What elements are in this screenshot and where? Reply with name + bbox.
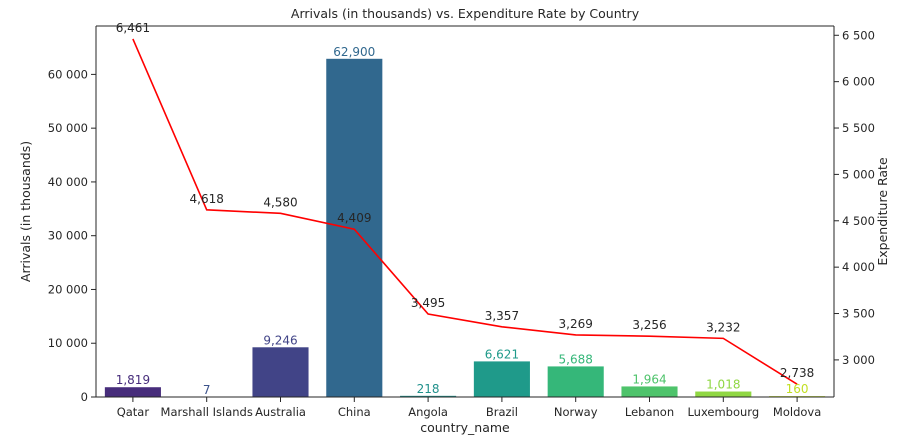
y2-tick-label-4: 5 000: [842, 167, 875, 181]
x-tick-label-5: Brazil: [486, 405, 518, 419]
y2-tick-label-5: 5 500: [842, 121, 875, 135]
y2-tick-label-0: 3 000: [842, 353, 875, 367]
line-label-8: 3,232: [706, 320, 740, 334]
line-label-1: 4,618: [190, 192, 224, 206]
bar-label-4: 218: [417, 382, 440, 396]
bar-label-9: 160: [786, 382, 809, 396]
y2-tick-label-2: 4 000: [842, 260, 875, 274]
y2-tick-label-6: 6 000: [842, 75, 875, 89]
x-tick-label-2: Australia: [255, 405, 306, 419]
line-label-9: 2,738: [780, 366, 814, 380]
bar-8: [695, 391, 752, 397]
y-tick-label-3: 30 000: [48, 229, 88, 243]
bar-label-8: 1,018: [706, 378, 740, 392]
line-layer: [132, 38, 798, 385]
bar-7: [621, 386, 678, 397]
x-tick-label-8: Luxembourg: [687, 405, 759, 419]
bar-2: [252, 347, 309, 397]
bar-label-3: 62,900: [333, 45, 375, 59]
bar-label-5: 6,621: [485, 347, 519, 361]
x-tick-label-7: Lebanon: [625, 405, 674, 419]
y-tick-label-2: 20 000: [48, 282, 88, 296]
y2-axis-title: Expenditure Rate: [875, 157, 890, 266]
line-label-0: 6,461: [116, 21, 150, 35]
bars-layer: [104, 58, 826, 397]
x-tick-label-9: Moldova: [773, 405, 821, 419]
y-tick-label-0: 0: [81, 390, 88, 404]
bar-label-6: 5,688: [559, 352, 593, 366]
bar-6: [547, 366, 604, 397]
line-label-2: 4,580: [263, 195, 297, 209]
y-tick-label-4: 40 000: [48, 175, 88, 189]
bar-label-2: 9,246: [263, 333, 297, 347]
line-label-6: 3,269: [559, 317, 593, 331]
bar-5: [473, 361, 530, 397]
line-label-7: 3,256: [632, 318, 666, 332]
labels-layer: 1,819 7 9,246 62,900 218 6,621 5,688 1,964 1,018…: [116, 21, 815, 397]
bar-0: [104, 387, 161, 397]
line-label-4: 3,495: [411, 296, 445, 310]
line-label-3: 4,409: [337, 211, 371, 225]
bar-4: [400, 395, 457, 397]
x-tick-label-6: Norway: [554, 405, 598, 419]
y2-tick-label-3: 4 500: [842, 214, 875, 228]
chart-title: Arrivals (in thousands) vs. Expenditure …: [291, 6, 640, 21]
x-tick-label-1: Marshall Islands: [161, 405, 253, 419]
expenditure-line: [132, 38, 798, 385]
x-tick-label-3: China: [338, 405, 371, 419]
y-tick-label-5: 50 000: [48, 121, 88, 135]
x-tick-label-0: Qatar: [117, 405, 150, 419]
y-tick-label-6: 60 000: [48, 67, 88, 81]
bar-label-0: 1,819: [116, 373, 150, 387]
y2-tick-label-7: 6 500: [842, 28, 875, 42]
line-label-5: 3,357: [485, 309, 519, 323]
x-tick-label-4: Angola: [408, 405, 448, 419]
y-tick-label-1: 10 000: [48, 336, 88, 350]
bar-label-1: 7: [203, 383, 211, 397]
y-axis-title: Arrivals (in thousands): [18, 141, 33, 282]
axes-layer: 0 10 000 20 000 30 000 40 000 50 000 60 000 3 0…: [48, 25, 875, 419]
y2-tick-label-1: 3 500: [842, 307, 875, 321]
bar-label-7: 1,964: [632, 372, 666, 386]
x-axis-title: country_name: [420, 420, 510, 435]
bar-3: [326, 58, 383, 397]
